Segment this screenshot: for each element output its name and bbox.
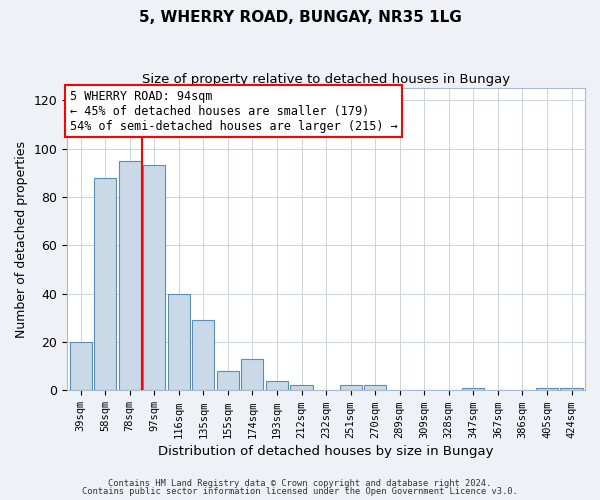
Y-axis label: Number of detached properties: Number of detached properties <box>15 140 28 338</box>
Bar <box>266 380 288 390</box>
Bar <box>217 371 239 390</box>
Bar <box>119 160 141 390</box>
Bar <box>364 386 386 390</box>
Bar <box>560 388 583 390</box>
Text: 5, WHERRY ROAD, BUNGAY, NR35 1LG: 5, WHERRY ROAD, BUNGAY, NR35 1LG <box>139 10 461 25</box>
Bar <box>143 166 166 390</box>
X-axis label: Distribution of detached houses by size in Bungay: Distribution of detached houses by size … <box>158 444 494 458</box>
Bar <box>290 386 313 390</box>
Text: Contains public sector information licensed under the Open Government Licence v3: Contains public sector information licen… <box>82 487 518 496</box>
Title: Size of property relative to detached houses in Bungay: Size of property relative to detached ho… <box>142 72 510 86</box>
Bar <box>168 294 190 390</box>
Bar <box>462 388 484 390</box>
Text: Contains HM Land Registry data © Crown copyright and database right 2024.: Contains HM Land Registry data © Crown c… <box>109 478 491 488</box>
Bar <box>340 386 362 390</box>
Bar <box>241 359 263 390</box>
Bar <box>94 178 116 390</box>
Text: 5 WHERRY ROAD: 94sqm
← 45% of detached houses are smaller (179)
54% of semi-deta: 5 WHERRY ROAD: 94sqm ← 45% of detached h… <box>70 90 397 132</box>
Bar <box>193 320 214 390</box>
Bar <box>70 342 92 390</box>
Bar <box>536 388 558 390</box>
